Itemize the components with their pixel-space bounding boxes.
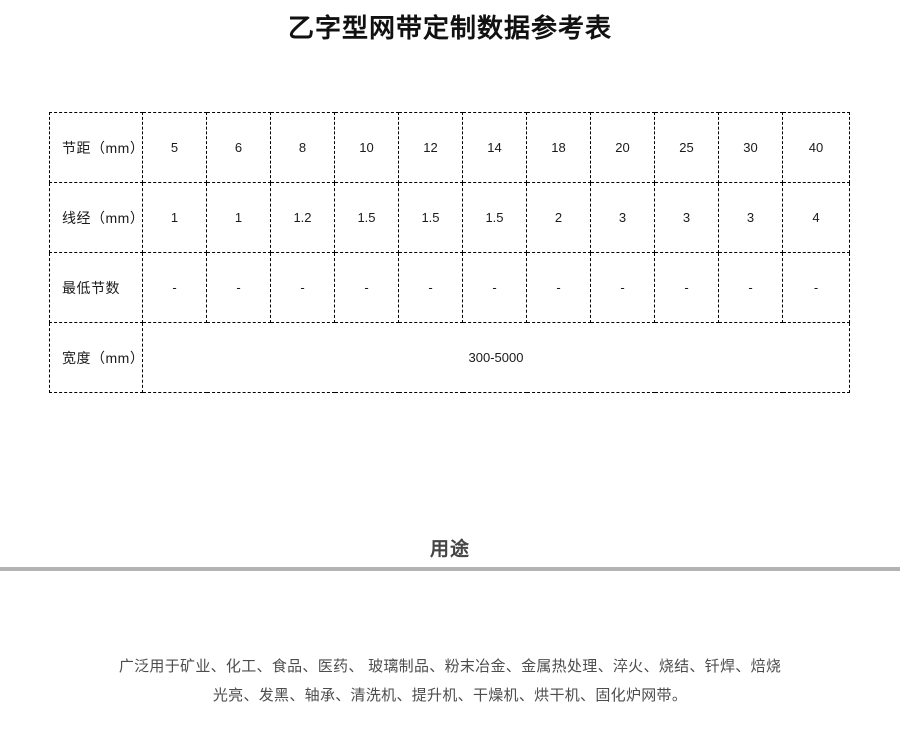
cell-wire-10: 4	[782, 182, 850, 253]
cell-width-range: 300-5000	[142, 322, 850, 393]
cell-wire-4: 1.5	[398, 182, 463, 253]
cell-pitch-2: 8	[270, 112, 335, 183]
row-label-pitch: 节距（mm）	[49, 112, 144, 183]
table-row: 宽度（mm） 300-5000	[49, 322, 850, 393]
cell-wire-0: 1	[142, 182, 207, 253]
section-heading-usage: 用途	[429, 539, 470, 560]
cell-pitch-5: 14	[462, 112, 527, 183]
section-divider	[0, 567, 900, 571]
row-label-wire-diameter: 线经（mm）	[49, 182, 144, 253]
cell-wire-7: 3	[590, 182, 655, 253]
cell-wire-1: 1	[206, 182, 271, 253]
cell-pitch-1: 6	[206, 112, 271, 183]
cell-minsec-9: -	[718, 252, 783, 323]
table-row: 最低节数 - - - - - - - - - - -	[49, 252, 850, 323]
cell-minsec-3: -	[334, 252, 399, 323]
row-label-minimum-sections: 最低节数	[49, 252, 143, 323]
cell-minsec-6: -	[526, 252, 591, 323]
spec-table: 节距（mm） 5 6 8 10 12 14 18 20 25 30 40 线经（…	[49, 112, 850, 393]
cell-wire-5: 1.5	[462, 182, 527, 253]
cell-pitch-6: 18	[526, 112, 591, 183]
cell-minsec-1: -	[206, 252, 271, 323]
cell-wire-3: 1.5	[334, 182, 399, 253]
cell-wire-9: 3	[718, 182, 783, 253]
table-row: 线经（mm） 1 1 1.2 1.5 1.5 1.5 2 3 3 3 4	[49, 182, 850, 253]
cell-pitch-8: 25	[654, 112, 719, 183]
usage-description: 广泛用于矿业、化工、食品、医药、 玻璃制品、粉末冶金、金属热处理、淬火、烧结、钎…	[0, 652, 900, 710]
cell-pitch-3: 10	[334, 112, 399, 183]
cell-minsec-7: -	[590, 252, 655, 323]
cell-wire-8: 3	[654, 182, 719, 253]
usage-line-1: 广泛用于矿业、化工、食品、医药、 玻璃制品、粉末冶金、金属热处理、淬火、烧结、钎…	[118, 658, 782, 675]
cell-minsec-2: -	[270, 252, 335, 323]
page-title: 乙字型网带定制数据参考表	[287, 13, 612, 43]
spec-table-container: 节距（mm） 5 6 8 10 12 14 18 20 25 30 40 线经（…	[49, 112, 850, 393]
cell-minsec-4: -	[398, 252, 463, 323]
cell-pitch-9: 30	[718, 112, 783, 183]
cell-pitch-0: 5	[142, 112, 207, 183]
cell-pitch-4: 12	[398, 112, 463, 183]
cell-pitch-7: 20	[590, 112, 655, 183]
table-row: 节距（mm） 5 6 8 10 12 14 18 20 25 30 40	[49, 112, 850, 183]
cell-minsec-0: -	[142, 252, 207, 323]
cell-wire-6: 2	[526, 182, 591, 253]
usage-line-2: 光亮、发黑、轴承、清洗机、提升机、干燥机、烘干机、固化炉网带。	[212, 687, 688, 704]
cell-wire-2: 1.2	[270, 182, 335, 253]
cell-pitch-10: 40	[782, 112, 850, 183]
row-label-width: 宽度（mm）	[49, 322, 144, 393]
cell-minsec-10: -	[782, 252, 850, 323]
cell-minsec-5: -	[462, 252, 527, 323]
cell-minsec-8: -	[654, 252, 719, 323]
